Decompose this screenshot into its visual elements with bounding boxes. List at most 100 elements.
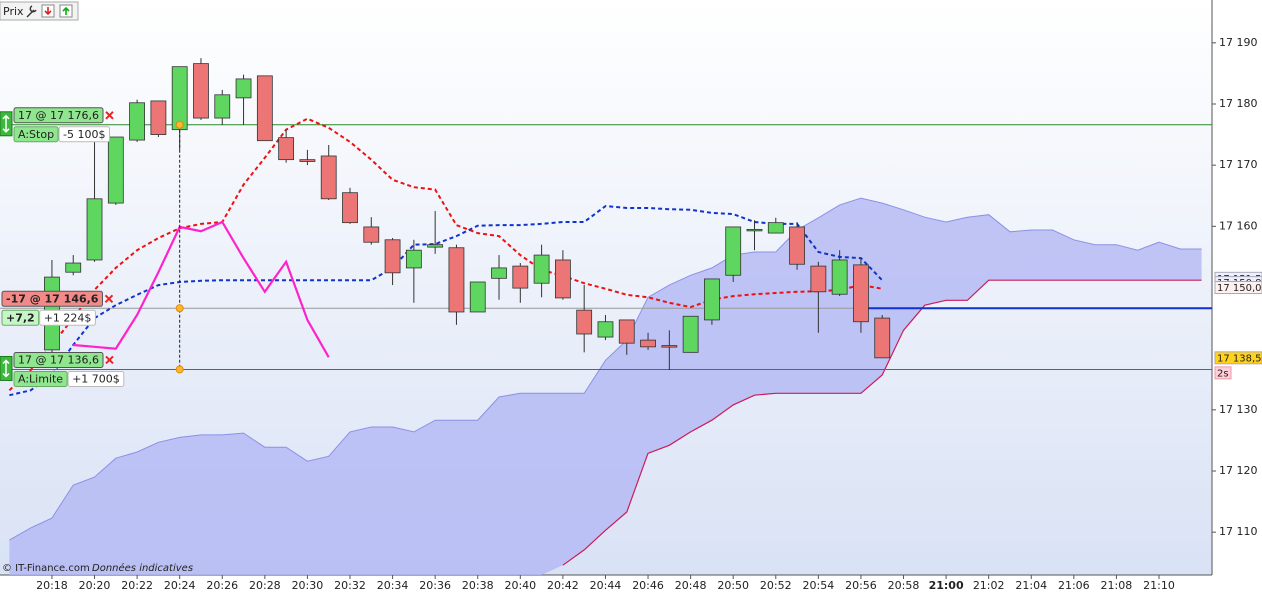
order-label-text: -17 @ 17 146,6 <box>6 292 99 305</box>
candle-body <box>767 222 784 234</box>
x-tick-label: 20:42 <box>547 579 579 592</box>
price-label: 17 150,0 <box>1214 281 1262 294</box>
candle-body <box>874 317 891 359</box>
order-label: 17 @ 17 176,6 <box>13 107 104 124</box>
x-tick-label: 20:54 <box>803 579 835 592</box>
x-tick-label: 20:34 <box>377 579 409 592</box>
price-label-box <box>1214 281 1262 294</box>
candle-body <box>831 259 848 295</box>
x-tick-label: 20:30 <box>292 579 324 592</box>
order-handle-icon <box>2 114 10 133</box>
cloud-area <box>9 198 1202 575</box>
x-tick-label: 21:00 <box>929 579 964 592</box>
candle-body <box>491 267 507 279</box>
x-tick-label: 20:20 <box>79 579 111 592</box>
candle-body <box>554 259 571 299</box>
candle-body <box>576 309 593 335</box>
order-cancel[interactable] <box>104 294 114 304</box>
footer-source: © IT-Finance.com <box>2 563 90 574</box>
order-handle-icon <box>2 359 10 378</box>
order-label-text: 17 @ 17 136,6 <box>18 353 99 366</box>
order-tag-box <box>13 126 59 143</box>
order-cancel[interactable] <box>105 355 114 365</box>
candle-body <box>193 63 209 119</box>
x-tick-label: 20:56 <box>845 579 877 592</box>
candle-body <box>107 136 124 204</box>
candle-body <box>725 226 742 276</box>
order-pnl-box <box>67 370 125 387</box>
y-tick-label: 17 110 <box>1219 525 1258 538</box>
candle-body <box>299 159 316 162</box>
order-label-box <box>13 107 104 124</box>
order-pnl-text: +1 224$ <box>44 311 92 324</box>
toolbar-label: Prix <box>3 5 24 18</box>
x-tick-label: 20:26 <box>206 579 238 592</box>
candle-body <box>384 239 401 274</box>
candle-body <box>342 192 358 224</box>
order-tag: A:Stop <box>13 126 59 143</box>
x-tick-label: 20:22 <box>121 579 153 592</box>
x-tick-label: 20:40 <box>504 579 536 592</box>
x-tick-label: 20:46 <box>632 579 664 592</box>
candle-body <box>533 254 550 284</box>
candle-body <box>682 315 699 353</box>
order-tag-box <box>13 370 68 387</box>
x-tick-label: 20:58 <box>888 579 920 592</box>
order-pnl: +1 224$ <box>39 309 96 326</box>
x-tick-label: 21:08 <box>1101 579 1133 592</box>
x-tick-label: 20:48 <box>675 579 707 592</box>
order-label: -17 @ 17 146,6 <box>1 290 103 307</box>
candle-body <box>469 281 486 313</box>
x-tick-label: 20:36 <box>419 579 451 592</box>
toolbar: Prix <box>0 1 79 21</box>
order-pnl: -5 100$ <box>58 126 111 143</box>
candle-body <box>320 155 337 200</box>
x-tick-label: 20:24 <box>164 579 196 592</box>
candle-body <box>171 66 188 131</box>
candle-body <box>789 226 805 265</box>
candle-body <box>597 321 614 338</box>
order-label: 17 @ 17 136,6 <box>13 351 104 368</box>
order-cancel[interactable] <box>105 111 114 120</box>
buy-icon <box>62 6 70 15</box>
candle-body <box>65 262 82 273</box>
settings-icon[interactable] <box>26 5 37 18</box>
x-tick-label: 20:44 <box>590 579 622 592</box>
candle-body <box>704 278 720 321</box>
candle-body <box>427 244 444 248</box>
toolbar-box <box>0 1 79 21</box>
candle-body <box>214 94 231 119</box>
candle-body <box>448 247 465 313</box>
candle-body <box>661 345 678 348</box>
order-tag-box <box>1 309 40 326</box>
candle-body <box>853 264 869 323</box>
order-tag-text: A:Stop <box>18 128 54 141</box>
candle-body <box>129 102 146 141</box>
candle-body <box>363 226 380 243</box>
order-pnl-box <box>58 126 111 143</box>
candle-body <box>746 228 763 232</box>
candle-body <box>235 78 252 99</box>
price-label-text: 17 150,0 <box>1217 283 1262 294</box>
order-tag: +7,2 <box>1 309 40 326</box>
price-label: 17 138,5 <box>1214 351 1262 365</box>
indicator-line <box>73 220 330 358</box>
plot-area <box>0 58 1212 575</box>
indicator-line <box>8 117 883 392</box>
y-tick-label: 17 120 <box>1219 464 1258 477</box>
x-tick-label: 20:52 <box>760 579 792 592</box>
x-tick-label: 21:10 <box>1143 579 1175 592</box>
y-tick-label: 17 130 <box>1219 403 1258 416</box>
timer-box <box>1214 366 1232 380</box>
execution-dot <box>175 120 184 129</box>
order-label-text: 17 @ 17 176,6 <box>18 109 99 122</box>
timer-text: 2s <box>1217 368 1229 379</box>
execution-dot <box>175 304 184 313</box>
order-tag: A:Limite <box>13 370 68 387</box>
x-tick-label: 21:06 <box>1058 579 1090 592</box>
candle-body <box>86 198 103 261</box>
x-tick-label: 21:04 <box>1015 579 1047 592</box>
order-tag-text: A:Limite <box>18 372 63 385</box>
cloud-lower-line <box>562 279 1202 566</box>
